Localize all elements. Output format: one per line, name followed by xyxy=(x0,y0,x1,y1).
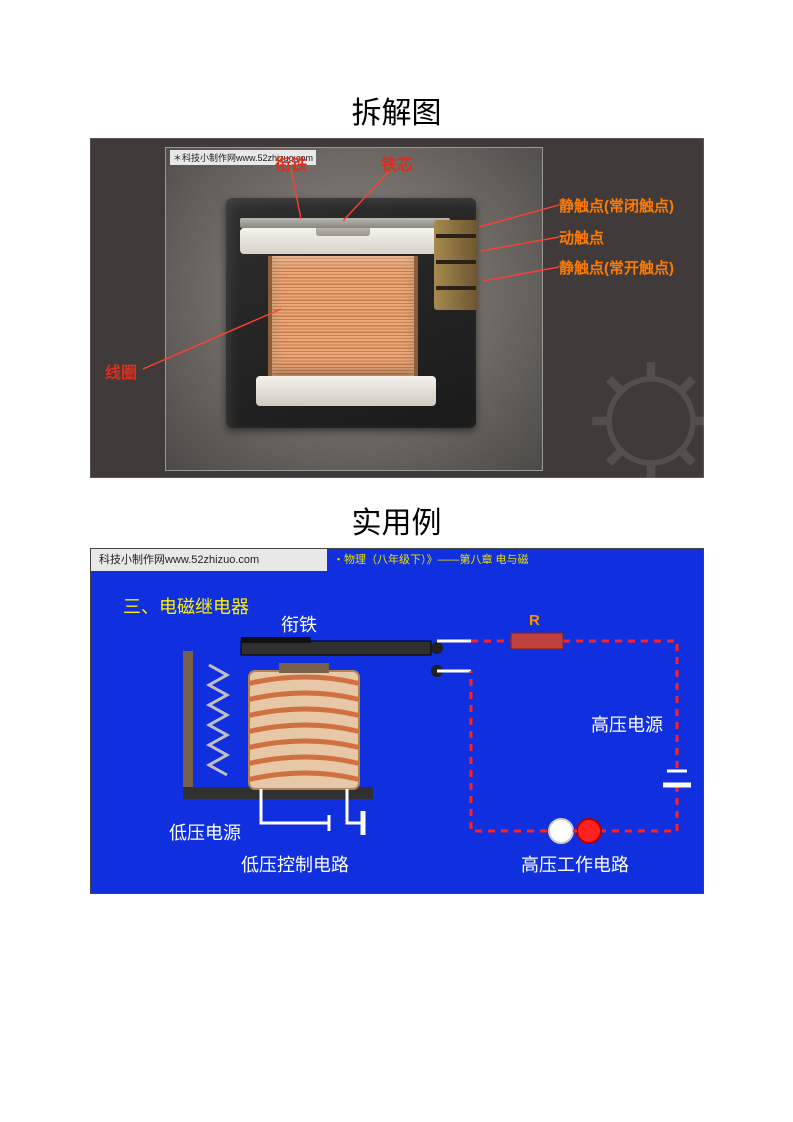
label-hv-circuit: 高压工作电路 xyxy=(521,855,629,875)
armature-hinge xyxy=(241,637,311,643)
fig2-header-right: ・物理（八年级下）》——第八章 电与磁 xyxy=(327,549,703,571)
label-R: R xyxy=(529,612,540,629)
fig1-canvas: ＊科技小制作网www.52zhizuo.com xyxy=(90,138,704,478)
fig2-title: 实用例 xyxy=(90,490,703,548)
gear-icon xyxy=(581,351,721,491)
frame-bottom xyxy=(256,376,436,406)
label-mov: 动触点 xyxy=(559,227,604,248)
label-core: 铁芯 xyxy=(381,151,413,175)
coil xyxy=(268,256,418,376)
photo-area: ＊科技小制作网www.52zhizuo.com xyxy=(165,147,543,471)
circuit-svg: 三、电磁继电器 衔铁 R 高压电源 低压电源 低压控制电路 高压工作电路 xyxy=(91,571,705,895)
resistor xyxy=(511,633,563,649)
contact-block xyxy=(434,220,478,310)
bracket-post xyxy=(183,651,193,791)
label-armature2: 衔铁 xyxy=(281,615,317,635)
core-cap xyxy=(279,663,329,673)
section-example: 实用例 科技小制作网www.52zhizuo.com ・物理（八年级下）》——第… xyxy=(90,490,703,894)
lamp-on xyxy=(577,819,601,843)
label-armature: 衔铁 xyxy=(275,151,307,175)
hv-wires xyxy=(471,641,677,831)
fig2-header-left: 科技小制作网www.52zhizuo.com xyxy=(99,554,259,566)
label-coil: 线圈 xyxy=(105,359,137,383)
label-no: 静触点(常开触点) xyxy=(559,257,674,278)
label-hv-source: 高压电源 xyxy=(591,715,663,735)
lamp-off xyxy=(549,819,573,843)
contact-nc xyxy=(436,234,476,238)
contact-upper xyxy=(431,642,443,654)
contact-no xyxy=(436,286,476,290)
armature-bar xyxy=(240,218,450,228)
section-disassembly: 拆解图 ＊科技小制作网www.52zhizuo.com xyxy=(90,80,703,478)
contact-mov xyxy=(436,260,476,264)
spring xyxy=(209,665,227,775)
section-label: 三、电磁继电器 xyxy=(123,597,249,617)
armature xyxy=(241,641,431,655)
label-lv-source: 低压电源 xyxy=(169,823,241,843)
fig2-canvas: 科技小制作网www.52zhizuo.com ・物理（八年级下）》——第八章 电… xyxy=(90,548,704,894)
label-lv-circuit: 低压控制电路 xyxy=(241,855,349,875)
fig2-header: 科技小制作网www.52zhizuo.com ・物理（八年级下）》——第八章 电… xyxy=(91,549,703,571)
label-nc: 静触点(常闭触点) xyxy=(559,195,674,216)
fig1-title: 拆解图 xyxy=(90,80,703,138)
